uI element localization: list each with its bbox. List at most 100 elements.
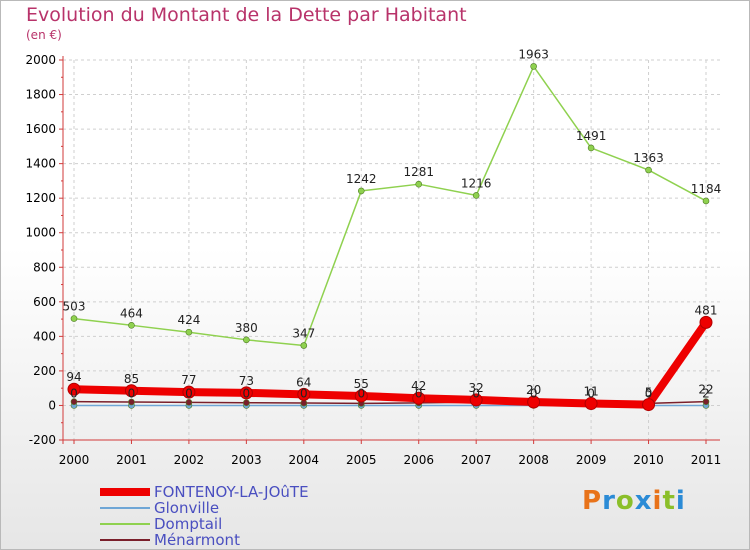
y-tick-label: 2000 (25, 53, 56, 67)
data-point (182, 385, 196, 399)
data-label: 11 (583, 385, 598, 399)
logo-letter: o (615, 486, 635, 516)
data-label: 1491 (576, 129, 607, 143)
y-tick-label: 400 (33, 329, 56, 343)
data-label: 20 (526, 383, 541, 397)
data-point (354, 389, 368, 403)
logo-letter: i (675, 486, 686, 516)
data-label: 481 (695, 303, 718, 317)
x-tick-label: 2006 (403, 453, 434, 467)
data-point (70, 398, 78, 405)
data-point (472, 192, 480, 199)
legend-swatch (100, 539, 150, 541)
data-label: 73 (239, 374, 254, 388)
x-tick-label: 2000 (59, 453, 90, 467)
legend-label: Ménarmont (154, 531, 240, 549)
x-tick-label: 2003 (231, 453, 262, 467)
data-label: 42 (411, 379, 426, 393)
data-label: 77 (181, 373, 196, 387)
data-point (243, 399, 250, 406)
x-tick-label: 2009 (576, 453, 607, 467)
chart-title: Evolution du Montant de la Dette par Hab… (26, 4, 467, 26)
series-lines (67, 63, 713, 412)
y-tick-label: 1200 (25, 191, 56, 205)
data-label: 0 (587, 386, 595, 400)
data-label: 1963 (518, 47, 549, 61)
data-label: 1281 (403, 165, 434, 179)
data-label: 0 (357, 386, 365, 400)
data-point (469, 393, 483, 407)
data-label: 0 (185, 386, 193, 400)
data-label: 55 (354, 377, 369, 391)
data-point (699, 315, 713, 329)
data-label: 0 (472, 386, 480, 400)
data-label: 424 (177, 313, 200, 327)
x-tick-label: 2001 (116, 453, 147, 467)
proxiti-logo: Proxiti (582, 486, 686, 516)
data-label: 0 (645, 386, 653, 400)
data-point (300, 342, 308, 349)
x-tick-label: 2002 (174, 453, 205, 467)
x-tick-label: 2004 (289, 453, 320, 467)
data-point (67, 382, 81, 396)
data-point (128, 398, 135, 406)
data-point (70, 315, 78, 322)
logo-letter: r (602, 486, 616, 516)
data-point (297, 387, 311, 401)
data-label: 2 (702, 386, 710, 400)
data-label: 1216 (461, 176, 492, 190)
data-label: 32 (469, 381, 484, 395)
data-label: 22 (698, 383, 713, 397)
data-label: 0 (530, 386, 538, 400)
data-label: 0 (128, 386, 136, 400)
x-tick-label: 2005 (346, 453, 377, 467)
y-tick-label: 800 (33, 260, 56, 274)
data-point (185, 399, 193, 406)
y-tick-label: 1000 (25, 226, 56, 240)
y-tick-label: 1800 (25, 88, 56, 102)
legend-label: Domptail (154, 515, 223, 533)
data-label: 64 (296, 375, 311, 389)
legend-label: FONTENOY-LA-JOûTE (154, 483, 309, 501)
y-tick-label: -200 (29, 433, 56, 447)
data-point (357, 187, 365, 195)
data-label: 347 (292, 327, 315, 341)
data-point (124, 384, 138, 398)
y-tick-label: 1600 (25, 122, 56, 136)
x-tick-label: 2010 (633, 453, 664, 467)
data-label: 5 (645, 386, 653, 400)
chart-subtitle: (en €) (26, 28, 62, 42)
data-point (300, 399, 308, 407)
data-label: 85 (124, 372, 139, 386)
y-tick-label: 1400 (25, 157, 56, 171)
y-tick-label: 0 (48, 398, 56, 412)
data-point (587, 144, 595, 152)
data-label: 1242 (346, 172, 377, 186)
legend-swatch (100, 507, 150, 509)
data-label: 0 (300, 386, 308, 400)
data-point (642, 398, 656, 412)
data-label: 503 (63, 300, 86, 314)
legend-label: Glonville (154, 499, 220, 517)
data-point (530, 63, 537, 70)
data-point (412, 391, 426, 405)
y-tick-label: 600 (33, 295, 56, 309)
data-label: 464 (120, 306, 143, 320)
data-point (702, 398, 710, 405)
legend-swatch (100, 488, 150, 496)
data-point (128, 322, 135, 329)
grid (63, 59, 720, 441)
legend-swatch (100, 523, 150, 525)
data-point (185, 328, 193, 336)
data-label: 0 (243, 386, 251, 400)
series-line-0 (70, 318, 710, 409)
logo-letter: i (652, 486, 663, 516)
data-point (645, 166, 652, 174)
logo-letter: x (634, 486, 653, 516)
axes: -200020040060080010001200140016001800200… (25, 53, 721, 467)
data-point (243, 336, 250, 344)
x-tick-label: 2008 (518, 453, 549, 467)
data-point (415, 180, 423, 188)
